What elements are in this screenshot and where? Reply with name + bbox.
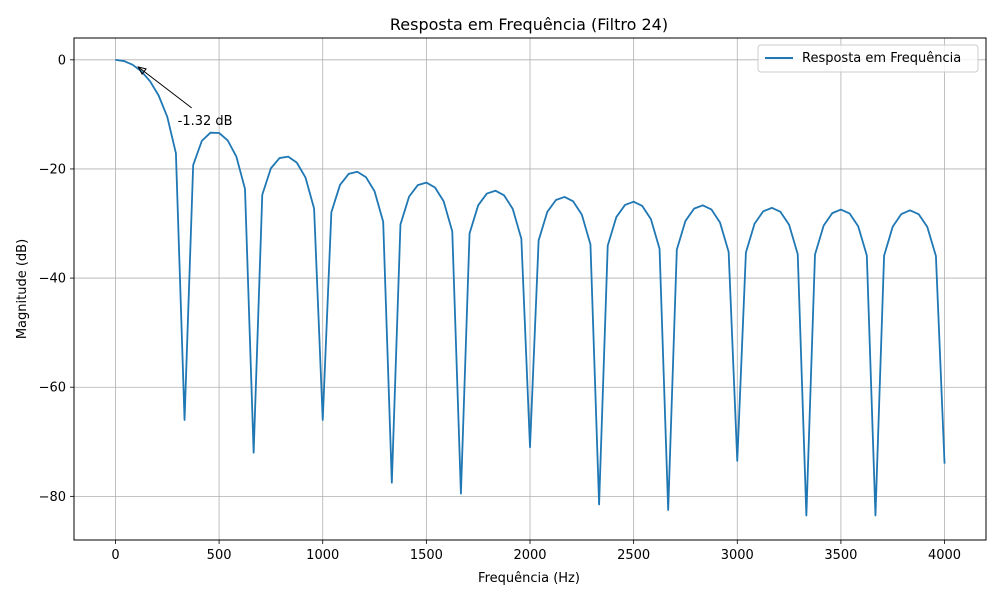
annotation-arrow-head [137,66,147,75]
annotation-arrow-line [137,66,192,109]
x-tick-label: 500 [207,548,232,563]
x-tick-label: 3500 [824,548,857,563]
legend-label: Resposta em Frequência [802,51,961,66]
annotation-text: -1.32 dB [178,114,233,129]
x-tick-label: 1500 [410,548,443,563]
chart-title: Resposta em Frequência (Filtro 24) [390,15,668,34]
x-tick-label: 3000 [721,548,754,563]
y-tick-label: −80 [39,490,66,505]
legend-box [757,44,979,73]
x-axis-ticks: 0 500 1000 1500 2000 2500 3000 3500 4000 [111,540,961,563]
x-tick-label: 1000 [306,548,339,563]
y-tick-label: −20 [39,162,66,177]
x-tick-label: 2500 [617,548,650,563]
legend: Resposta em Frequência [757,44,979,73]
x-tick-label: 4000 [928,548,961,563]
x-tick-label: 0 [111,548,119,563]
plot-lines [115,58,946,517]
y-tick-label: 0 [58,53,66,68]
annotation: -1.32 dB [137,66,233,129]
series-line [115,58,946,517]
x-axis-label: Frequência (Hz) [478,571,580,586]
y-axis-ticks: 0 −20 −40 −60 −80 [39,53,74,505]
y-tick-label: −40 [39,272,66,287]
x-tick-label: 2000 [513,548,546,563]
y-tick-label: −60 [39,381,66,396]
y-axis-label: Magnitude (dB) [15,239,30,339]
